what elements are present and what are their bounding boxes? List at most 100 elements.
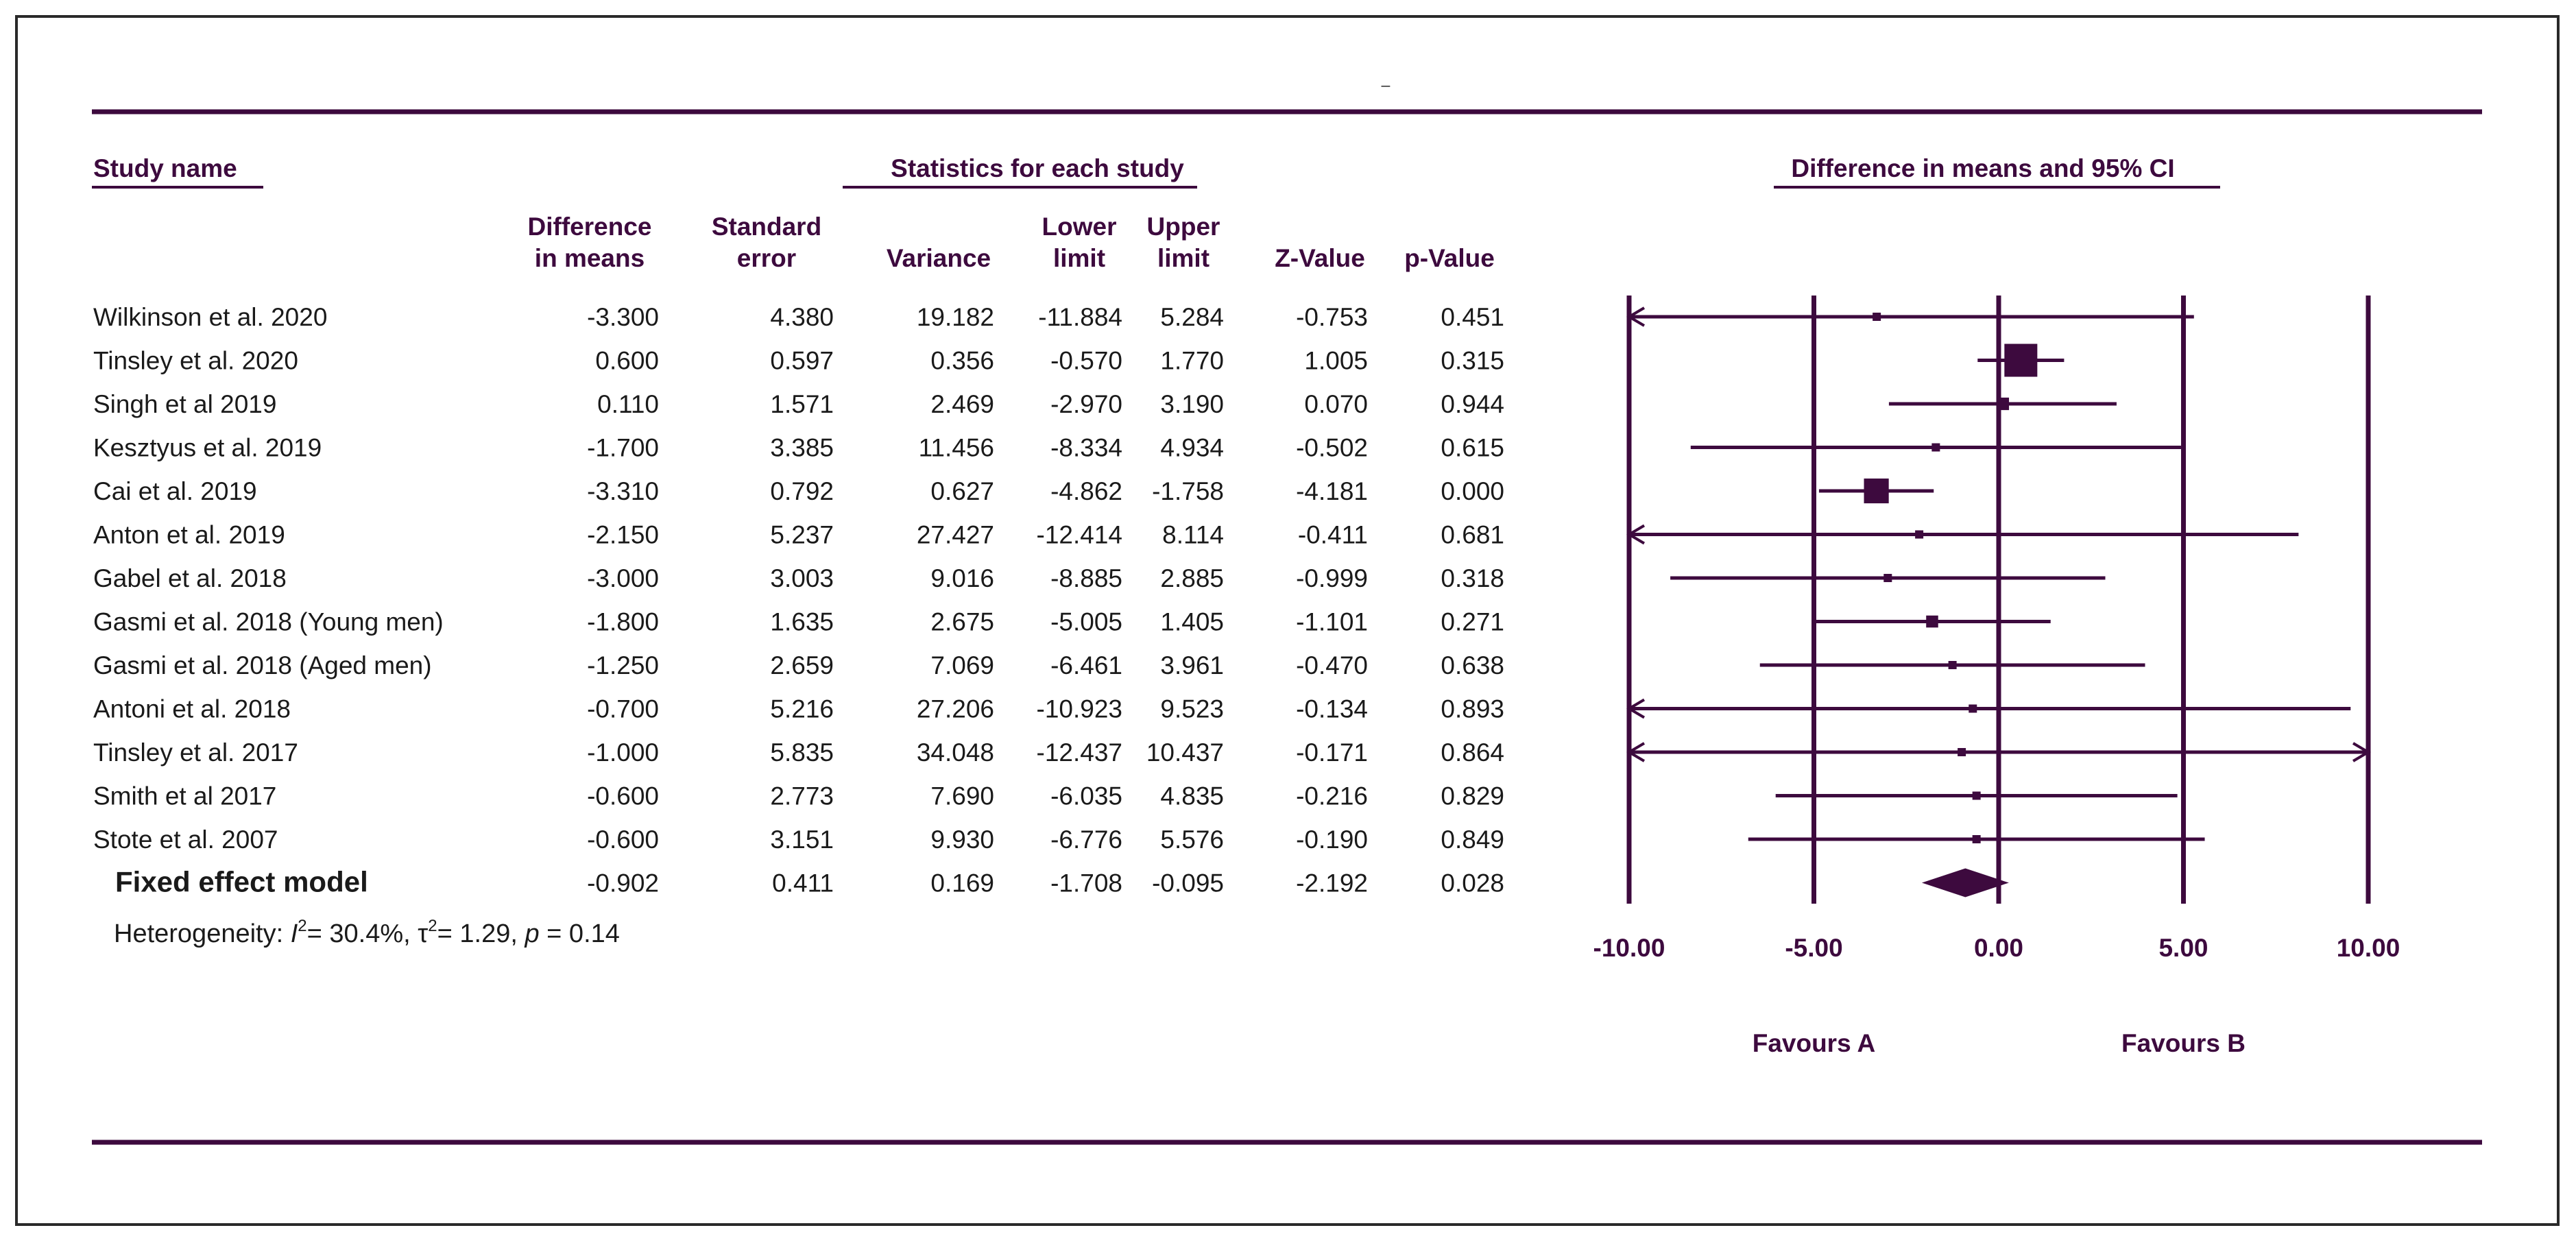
heterogeneity-text: Heterogeneity: I2= 30.4%, τ2= 1.29, p = … (114, 917, 620, 948)
study-value: 1.571 (770, 390, 834, 418)
effect-square (1996, 397, 2010, 411)
study-value: 4.934 (1160, 434, 1224, 462)
study-value: 0.318 (1441, 564, 1504, 592)
study-value: 3.385 (770, 434, 834, 462)
study-value: 5.576 (1160, 826, 1224, 854)
study-value: 0.944 (1441, 390, 1504, 418)
effect-square (1883, 574, 1892, 582)
i2-sup: 2 (298, 917, 306, 935)
study-value: -2.970 (1050, 390, 1122, 418)
study-name: Cai et al. 2019 (93, 477, 257, 505)
column-header-1: Standard (712, 213, 821, 241)
study-value: 2.773 (770, 782, 834, 810)
study-value: 3.961 (1160, 651, 1224, 679)
study-value: 27.427 (917, 521, 994, 549)
plot-title: Difference in means and 95% CI (1791, 154, 2174, 182)
study-value: -0.134 (1296, 695, 1368, 723)
ci-arrow-left (1626, 306, 1646, 327)
study-value: -3.300 (587, 303, 659, 331)
study-value: 0.600 (595, 347, 659, 375)
tau-symbol: τ (411, 919, 429, 948)
i2-symbol: I (291, 919, 298, 948)
study-name: Kesztyus et al. 2019 (93, 434, 322, 462)
study-value: 0.681 (1441, 521, 1504, 549)
effect-square (1926, 615, 1938, 628)
effect-square (1915, 530, 1924, 539)
effect-square (1972, 835, 1981, 843)
study-value: 5.284 (1160, 303, 1224, 331)
study-value: -0.600 (587, 782, 659, 810)
study-value: -1.000 (587, 738, 659, 767)
study-value: 0.271 (1441, 608, 1504, 636)
column-header-2: Variance (887, 244, 991, 272)
study-value: 0.792 (770, 477, 834, 505)
study-value: 1.635 (770, 608, 834, 636)
study-value: 3.151 (770, 826, 834, 854)
study-value: 27.206 (917, 695, 994, 723)
stats-group-header: Statistics for each study (891, 154, 1184, 182)
study-value: -6.035 (1050, 782, 1122, 810)
study-value: -1.101 (1296, 608, 1368, 636)
study-value: 0.829 (1441, 782, 1504, 810)
tau-value: = 1.29 (437, 919, 511, 948)
study-value: -0.999 (1296, 564, 1368, 592)
pooled-value: -2.192 (1296, 869, 1368, 897)
study-name: Gabel et al. 2018 (93, 564, 287, 592)
effect-square (1969, 704, 1977, 713)
study-value: 1.770 (1160, 347, 1224, 375)
pooled-value: 0.169 (930, 869, 994, 897)
pooled-value: -0.095 (1152, 869, 1224, 897)
p-symbol: p (524, 919, 539, 948)
study-value: 5.835 (770, 738, 834, 767)
study-value: -0.753 (1296, 303, 1368, 331)
study-value: -0.411 (1298, 521, 1368, 549)
study-name: Gasmi et al. 2018 (Aged men) (93, 651, 432, 679)
study-name: Anton et al. 2019 (93, 521, 285, 549)
study-value: 0.627 (930, 477, 994, 505)
pooled-value: 0.411 (772, 869, 834, 897)
study-value: -0.171 (1296, 738, 1368, 767)
study-value: 0.070 (1304, 390, 1368, 418)
pooled-diamond (1921, 868, 2009, 897)
study-value: 0.110 (597, 390, 659, 418)
study-value: 3.190 (1160, 390, 1224, 418)
study-value: 8.114 (1162, 521, 1224, 549)
study-value: 0.893 (1441, 695, 1504, 723)
i2-value: = 30.4% (307, 919, 404, 948)
heterogeneity-label: Heterogeneity: (114, 919, 291, 948)
title-mark: _ (1381, 70, 1391, 87)
column-header-5: Z-Value (1275, 244, 1365, 272)
study-value: 7.069 (930, 651, 994, 679)
forest-plot: _ Study name Statistics for each study Diff… (92, 70, 2482, 1145)
comma: , (510, 919, 518, 948)
effect-square (1864, 478, 1889, 504)
study-value: 11.456 (919, 434, 994, 462)
study-value: 2.469 (930, 390, 994, 418)
pooled-value: -0.902 (587, 869, 659, 897)
study-value: -12.414 (1037, 521, 1123, 549)
study-value: 0.315 (1441, 347, 1504, 375)
column-header-4: Upper (1147, 213, 1220, 241)
effect-square (1958, 748, 1966, 756)
study-value: -3.310 (587, 477, 659, 505)
tau-sup: 2 (428, 917, 437, 935)
column-header-6: p-Value (1404, 244, 1495, 272)
tick-label: -5.00 (1785, 934, 1842, 962)
column-header-0: Difference (528, 213, 652, 241)
study-value: -6.461 (1050, 651, 1122, 679)
study-value: 5.216 (770, 695, 834, 723)
study-value: 0.597 (770, 347, 834, 375)
study-value: 2.885 (1160, 564, 1224, 592)
study-value: 4.835 (1160, 782, 1224, 810)
column-header-1: error (737, 244, 796, 272)
tick-label: 5.00 (2158, 934, 2208, 962)
study-value: -11.884 (1038, 303, 1122, 331)
study-name: Smith et al 2017 (93, 782, 276, 810)
column-header-0: in means (535, 244, 645, 272)
study-value: -5.005 (1050, 608, 1122, 636)
column-header-3: limit (1053, 244, 1105, 272)
column-header-4: limit (1157, 244, 1209, 272)
effect-square (2004, 344, 2038, 377)
study-value: 9.523 (1160, 695, 1224, 723)
study-value: 10.437 (1146, 738, 1224, 767)
